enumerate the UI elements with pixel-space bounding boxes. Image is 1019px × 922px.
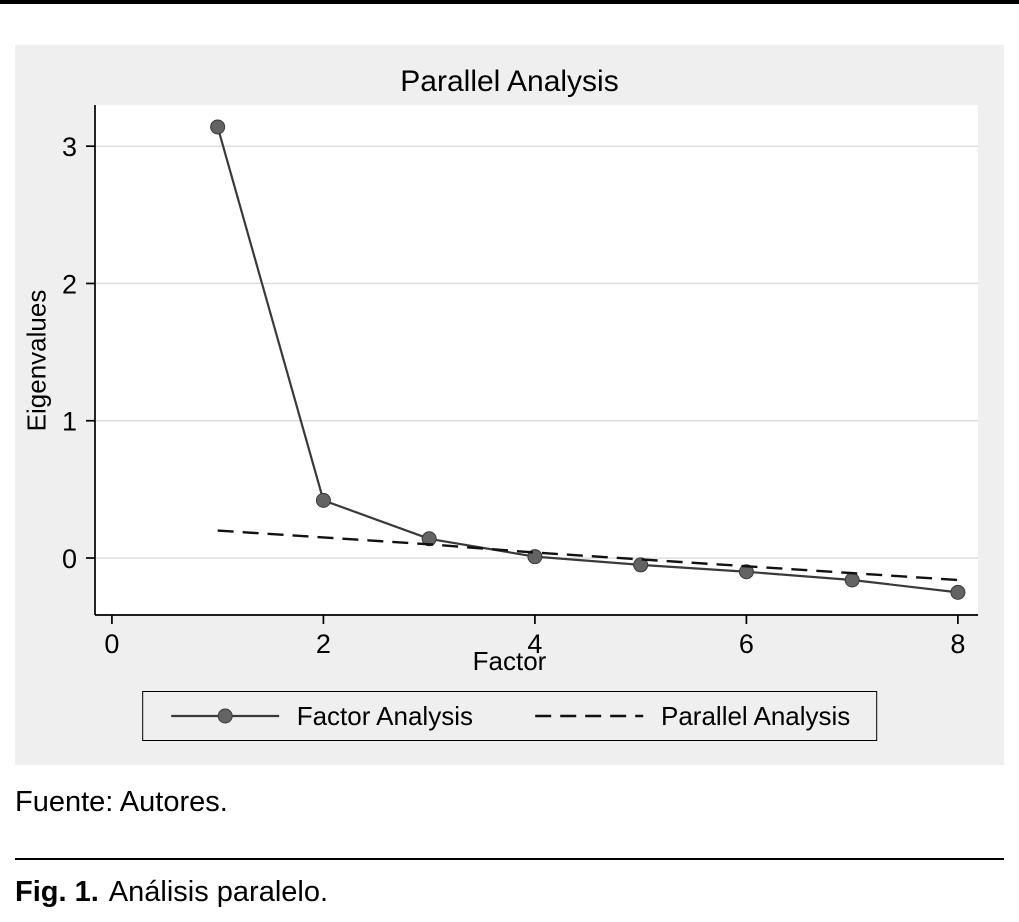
svg-text:6: 6 xyxy=(739,629,754,659)
chart-title: Parallel Analysis xyxy=(400,65,619,98)
source-note: Fuente: Autores. xyxy=(15,786,228,818)
svg-text:8: 8 xyxy=(950,629,965,659)
svg-text:0: 0 xyxy=(104,629,119,659)
legend-label-factor-analysis: Factor Analysis xyxy=(296,700,473,731)
figure-caption: Fig. 1. Análisis paralelo. xyxy=(15,876,328,909)
factor-analysis-line-sample xyxy=(170,708,279,724)
chart-legend: Factor Analysis Parallel Analysis xyxy=(141,691,878,741)
svg-text:1: 1 xyxy=(62,407,77,437)
svg-text:3: 3 xyxy=(62,132,77,162)
caption-divider xyxy=(15,858,1004,860)
svg-text:4: 4 xyxy=(527,629,542,659)
figure-caption-label: Fig. 1. xyxy=(15,876,99,908)
plot-area: 0 2 4 6 8 0 1 2 3 xyxy=(62,105,978,659)
chart-panel: 0 2 4 6 8 0 1 2 3 Parallel Analysis Factor Eigen… xyxy=(15,45,1004,765)
svg-text:2: 2 xyxy=(62,269,77,299)
top-rule xyxy=(0,0,1019,4)
legend-label-parallel-analysis: Parallel Analysis xyxy=(660,700,851,731)
svg-text:2: 2 xyxy=(316,629,331,659)
svg-text:0: 0 xyxy=(62,544,77,574)
figure-caption-text: Análisis paralelo. xyxy=(108,876,329,908)
y-axis-label: Eigenvalues xyxy=(21,289,52,432)
x-axis-label: Factor xyxy=(472,646,547,676)
parallel-analysis-line-sample xyxy=(534,714,643,718)
